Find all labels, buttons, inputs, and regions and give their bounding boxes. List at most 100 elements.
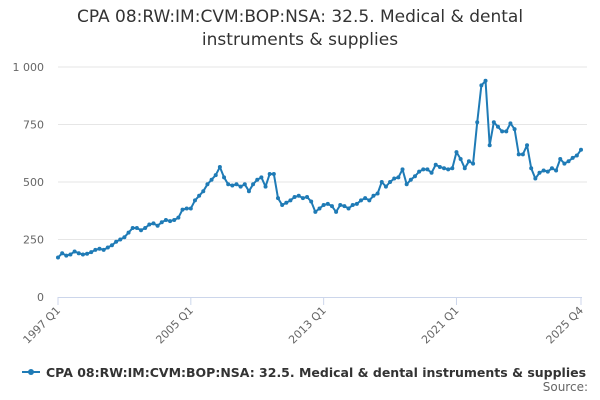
data-point bbox=[462, 166, 467, 171]
data-point bbox=[188, 206, 193, 211]
data-point bbox=[433, 162, 438, 167]
data-point bbox=[255, 177, 260, 182]
data-point bbox=[350, 203, 355, 207]
data-point bbox=[60, 251, 65, 256]
data-point bbox=[271, 171, 276, 176]
data-point bbox=[412, 174, 417, 179]
data-point bbox=[246, 189, 251, 194]
chart-title-line-1: CPA 08:RW:IM:CVM:BOP:NSA: 32.5. Medical … bbox=[76, 7, 524, 27]
data-point bbox=[375, 191, 380, 196]
data-point bbox=[118, 237, 123, 242]
data-point bbox=[234, 182, 239, 187]
data-point bbox=[541, 168, 546, 173]
y-tick-label: 750 bbox=[23, 119, 44, 132]
data-point bbox=[238, 184, 243, 189]
data-point bbox=[97, 246, 102, 251]
grid-lines bbox=[58, 66, 587, 240]
data-point bbox=[201, 189, 206, 194]
data-point bbox=[300, 196, 305, 201]
data-point bbox=[495, 124, 500, 129]
data-point bbox=[180, 207, 185, 212]
data-point bbox=[537, 170, 542, 175]
data-point bbox=[217, 165, 222, 170]
data-point bbox=[263, 184, 268, 189]
data-point bbox=[417, 169, 422, 174]
data-point bbox=[491, 120, 496, 125]
series-line bbox=[57, 79, 582, 259]
data-point bbox=[354, 201, 359, 206]
data-point bbox=[396, 175, 401, 180]
data-point bbox=[143, 226, 148, 230]
x-tick-label: 2005 Q1 bbox=[153, 304, 196, 347]
data-point bbox=[471, 161, 476, 166]
data-point bbox=[134, 226, 139, 230]
data-point bbox=[197, 193, 202, 198]
source-label: Source: bbox=[542, 380, 588, 394]
legend-swatch-icon bbox=[22, 365, 40, 379]
data-point bbox=[346, 206, 351, 211]
data-point bbox=[363, 196, 368, 201]
data-point bbox=[520, 152, 525, 157]
data-point bbox=[242, 182, 247, 187]
data-point bbox=[504, 129, 509, 134]
data-point bbox=[325, 201, 330, 206]
legend[interactable]: CPA 08:RW:IM:CVM:BOP:NSA: 32.5. Medical … bbox=[22, 362, 586, 382]
data-point bbox=[458, 157, 463, 161]
data-point bbox=[442, 166, 447, 171]
data-point bbox=[259, 175, 264, 180]
data-point bbox=[383, 184, 388, 189]
data-point bbox=[163, 217, 168, 222]
legend-label: CPA 08:RW:IM:CVM:BOP:NSA: 32.5. Medical … bbox=[46, 364, 587, 380]
data-point bbox=[342, 204, 347, 209]
data-point bbox=[400, 167, 405, 172]
data-point bbox=[305, 194, 310, 199]
data-point bbox=[574, 153, 579, 158]
y-tick-label: 500 bbox=[23, 176, 44, 189]
data-point bbox=[483, 78, 488, 83]
chart-title-line-2: instruments & supplies bbox=[201, 30, 399, 50]
data-point bbox=[205, 182, 210, 187]
y-axis-labels: 0 250 500 750 1 000 bbox=[13, 61, 45, 304]
data-point bbox=[512, 127, 517, 132]
data-point bbox=[93, 247, 98, 252]
data-point bbox=[288, 198, 293, 203]
data-point bbox=[147, 222, 152, 227]
data-point bbox=[89, 250, 94, 255]
data-point bbox=[371, 193, 376, 198]
data-point bbox=[554, 168, 559, 173]
data-point bbox=[296, 193, 301, 198]
data-point bbox=[359, 198, 364, 203]
data-point bbox=[184, 206, 189, 211]
legend-swatch-dot bbox=[28, 369, 34, 375]
data-point bbox=[562, 161, 567, 166]
data-point bbox=[404, 182, 409, 187]
data-point bbox=[367, 198, 372, 203]
data-point bbox=[101, 247, 106, 252]
data-point bbox=[454, 150, 459, 155]
y-tick-label: 1 000 bbox=[13, 61, 45, 74]
data-point bbox=[172, 217, 177, 222]
data-point bbox=[379, 180, 384, 184]
data-point bbox=[267, 171, 272, 176]
data-point bbox=[516, 152, 521, 157]
data-point bbox=[392, 176, 397, 181]
data-point bbox=[76, 251, 81, 256]
data-point bbox=[209, 177, 214, 182]
data-point bbox=[479, 83, 484, 88]
data-point bbox=[85, 251, 90, 256]
chart-title: CPA 08:RW:IM:CVM:BOP:NSA: 32.5. Medical … bbox=[0, 6, 600, 52]
data-point bbox=[566, 159, 571, 164]
data-point bbox=[292, 194, 297, 199]
data-point bbox=[529, 166, 534, 171]
data-point bbox=[168, 219, 173, 224]
data-point bbox=[68, 252, 73, 257]
x-tick-label: 2025 Q4 bbox=[544, 304, 587, 347]
data-point bbox=[64, 253, 69, 258]
data-point bbox=[222, 175, 227, 180]
data-point bbox=[408, 177, 413, 182]
data-point bbox=[280, 203, 285, 207]
data-point bbox=[317, 206, 322, 211]
data-point bbox=[139, 228, 144, 233]
series-group bbox=[56, 78, 583, 260]
